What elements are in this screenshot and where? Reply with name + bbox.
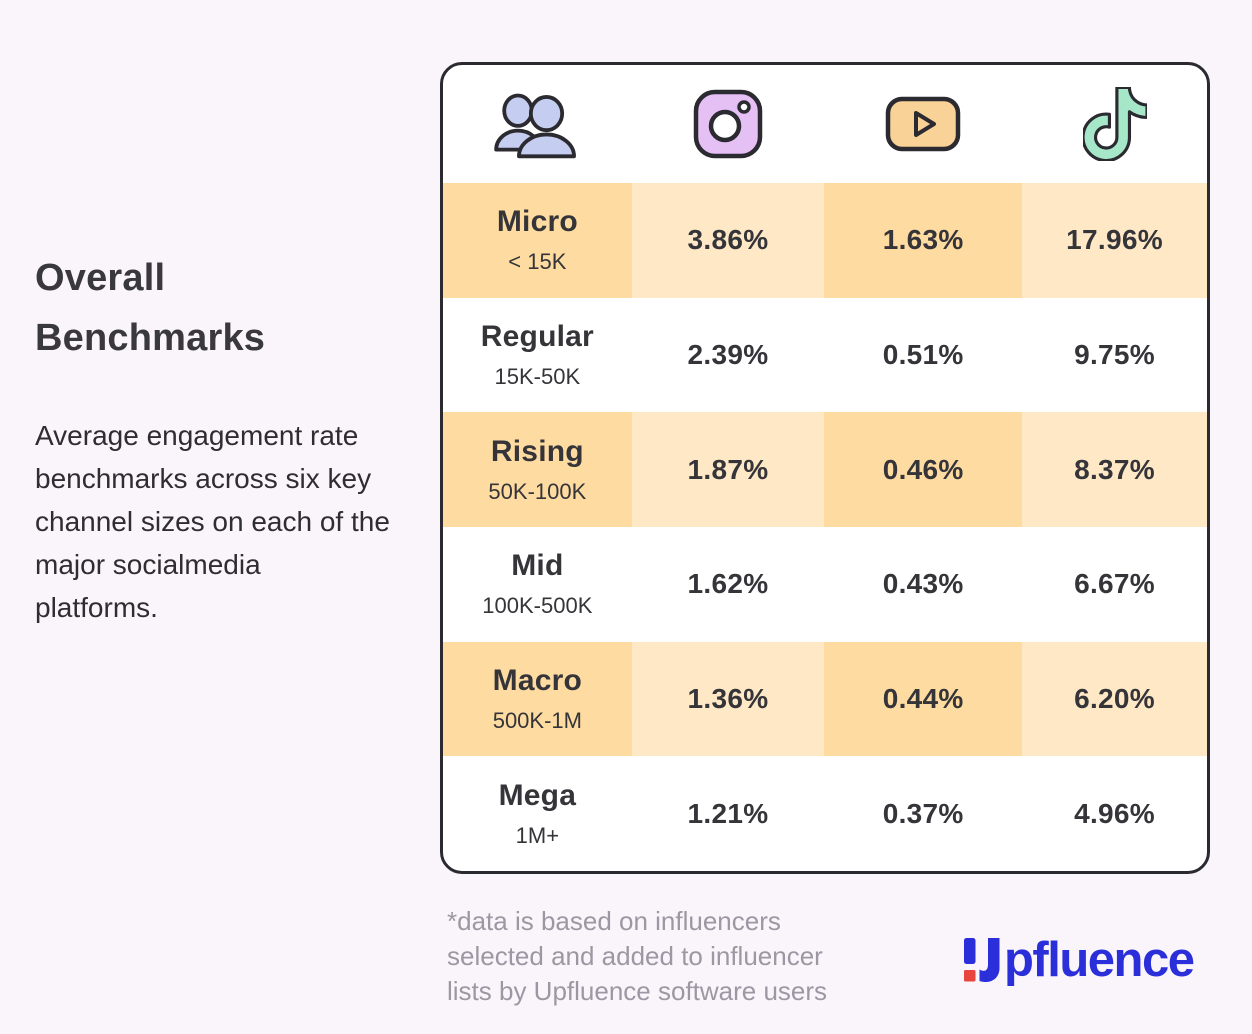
table-body: Micro < 15K 3.86% 1.63% 17.96% Regular 1… [443, 183, 1207, 871]
tier-cell: Mega 1M+ [443, 756, 632, 871]
table-row-rising: Rising 50K-100K 1.87% 0.46% 8.37% [443, 412, 1207, 528]
data-source-footnote: *data is based on influencers selected a… [447, 906, 828, 1006]
tier-cell: Regular 15K-50K [443, 298, 632, 413]
tier-name: Macro [492, 664, 583, 698]
table-row-micro: Micro < 15K 3.86% 1.63% 17.96% [443, 183, 1207, 298]
page-description: Average engagement rate benchmarks acros… [35, 420, 390, 623]
value-cell-tiktok: 17.96% [1022, 183, 1207, 298]
tier-range: 1M+ [515, 822, 560, 848]
value-cell-instagram: 3.86% [631, 183, 825, 298]
tier-range: 15K-50K [494, 364, 581, 389]
value-cell-youtube: 1.63% [824, 183, 1023, 298]
upfluence-logo-u-glyph [964, 938, 1000, 983]
value-cell-instagram: 1.21% [632, 756, 825, 871]
header-cell-audience [443, 86, 632, 162]
tier-range: 100K-500K [482, 593, 593, 619]
engagement-value: 4.96% [1074, 797, 1155, 829]
engagement-value: 2.39% [687, 339, 769, 370]
value-cell-youtube: 0.46% [824, 412, 1023, 528]
tier-cell: Mid 100K-500K [443, 527, 632, 642]
table-row-macro: Macro 500K-1M 1.36% 0.44% 6.20% [443, 641, 1207, 757]
engagement-value: 17.96% [1066, 224, 1163, 256]
tiktok-icon [1082, 87, 1147, 161]
page-title: Overall Benchmarks [35, 257, 266, 359]
tier-cell: Rising 50K-100K [443, 412, 632, 528]
engagement-value: 1.87% [687, 453, 769, 485]
value-cell-tiktok: 6.20% [1022, 641, 1207, 757]
engagement-value: 1.21% [687, 797, 769, 829]
value-cell-tiktok: 4.96% [1022, 756, 1207, 871]
engagement-value: 0.51% [882, 339, 964, 370]
header-cell-youtube [824, 96, 1022, 152]
value-cell-youtube: 0.43% [824, 527, 1022, 642]
tier-name: Micro [496, 205, 578, 239]
engagement-value: 6.20% [1074, 683, 1155, 715]
engagement-value: 1.63% [882, 224, 964, 256]
tier-range: 500K-1M [492, 708, 582, 734]
table-row-mega: Mega 1M+ 1.21% 0.37% 4.96% [443, 756, 1207, 871]
header-cell-tiktok [1022, 87, 1207, 161]
value-cell-instagram: 2.39% [632, 298, 825, 413]
engagement-value: 8.37% [1074, 453, 1155, 485]
engagement-value: 0.46% [882, 453, 964, 485]
value-cell-tiktok: 9.75% [1022, 298, 1207, 413]
header-cell-instagram [632, 88, 825, 160]
value-cell-instagram: 1.87% [631, 412, 825, 528]
instagram-icon [693, 89, 763, 159]
value-cell-youtube: 0.51% [824, 298, 1022, 413]
engagement-value: 1.36% [687, 683, 769, 715]
engagement-value: 1.62% [687, 568, 769, 600]
value-cell-tiktok: 8.37% [1022, 412, 1207, 528]
value-cell-tiktok: 6.67% [1022, 527, 1207, 642]
value-cell-instagram: 1.36% [631, 641, 825, 757]
upfluence-logo: pfluence [963, 932, 1195, 988]
tier-name: Regular [480, 320, 594, 353]
value-cell-youtube: 0.44% [824, 641, 1023, 757]
engagement-value: 0.44% [882, 683, 964, 715]
tier-cell: Macro 500K-1M [443, 641, 632, 757]
value-cell-instagram: 1.62% [632, 527, 825, 642]
engagement-value: 3.86% [687, 224, 769, 256]
engagement-value: 0.37% [882, 797, 964, 829]
value-cell-youtube: 0.37% [824, 756, 1022, 871]
benchmark-table: Micro < 15K 3.86% 1.63% 17.96% Regular 1… [440, 62, 1210, 874]
upfluence-logo-text: pfluence [1004, 933, 1195, 987]
tier-name: Mega [498, 778, 577, 812]
engagement-value: 9.75% [1074, 339, 1155, 370]
audience-icon [494, 93, 577, 159]
tier-cell: Micro < 15K [443, 183, 632, 298]
tier-range: 50K-100K [488, 478, 587, 504]
intro-block: Overall Benchmarks Average engagement ra… [35, 248, 390, 629]
youtube-icon [885, 96, 961, 152]
tier-name: Mid [511, 549, 564, 583]
table-row-mid: Mid 100K-500K 1.62% 0.43% 6.67% [443, 527, 1207, 642]
table-row-regular: Regular 15K-50K 2.39% 0.51% 9.75% [443, 298, 1207, 413]
engagement-value: 0.43% [882, 568, 964, 600]
table-header-row [443, 65, 1207, 183]
engagement-value: 6.67% [1074, 568, 1155, 600]
tier-range: < 15K [508, 249, 567, 275]
tier-name: Rising [490, 434, 584, 468]
